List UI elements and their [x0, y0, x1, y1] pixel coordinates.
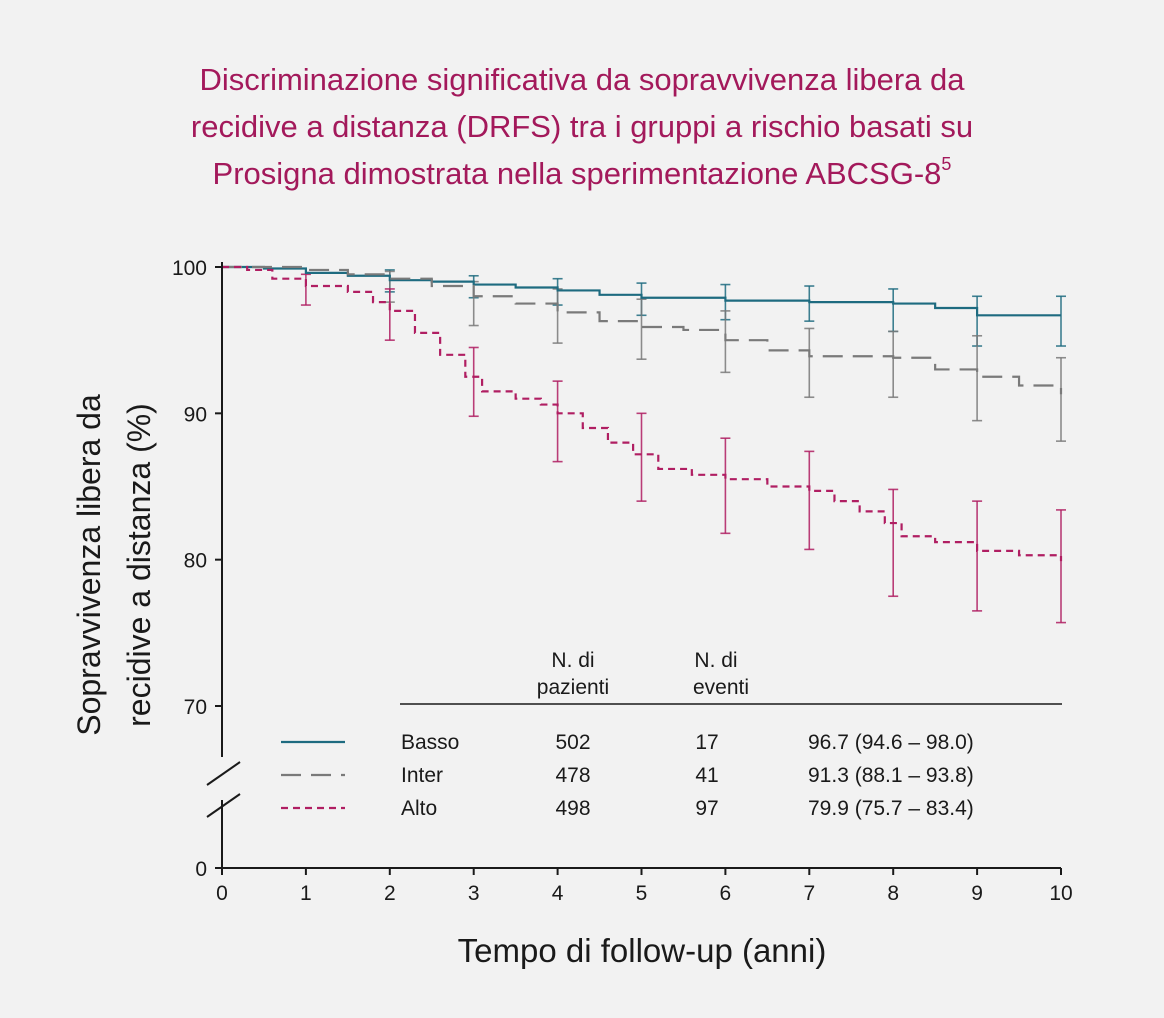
- title-line-2: recidive a distanza (DRFS) tra i gruppi …: [190, 109, 974, 144]
- table-patients-basso: 502: [555, 731, 590, 754]
- table-header-patients-1: N. di: [551, 649, 594, 672]
- table-group-basso: Basso: [401, 731, 459, 754]
- y-axis-label-line-2: recidive a distanza (%): [121, 403, 157, 727]
- x-tick-label-3: 3: [468, 882, 480, 905]
- confidence-intervals: [300, 269, 1066, 624]
- title-line-3: Prosigna dimostrata nella sperimentazion…: [60, 150, 1104, 197]
- table-events-basso: 17: [695, 731, 718, 754]
- table-drfs-alto: 79.9 (75.7 – 83.4): [808, 797, 974, 820]
- y-tick-label-0: 0: [195, 858, 207, 881]
- legend-table: N. di pazienti N. di eventi Basso 502 17 96.7 (…: [281, 649, 1062, 820]
- title-reference: 5: [941, 154, 952, 174]
- table-events-inter: 41: [695, 764, 718, 787]
- table-drfs-basso: 96.7 (94.6 – 98.0): [808, 731, 974, 754]
- axes: 100 90 80 70 00 1 2 3 4 5 6 7 8 9 10: [172, 257, 1073, 905]
- table-patients-inter: 478: [555, 764, 590, 787]
- table-patients-alto: 498: [555, 797, 590, 820]
- x-tick-label-9: 9: [971, 882, 983, 905]
- x-tick-label-10: 10: [1049, 882, 1072, 905]
- x-tick-label-5: 5: [636, 882, 648, 905]
- curve-inter: [222, 265, 1063, 395]
- y-tick-label-80: 80: [184, 550, 207, 573]
- x-tick-label-4: 4: [552, 882, 564, 905]
- y-axis-label: Sopravvivenza libera da recidive a dista…: [64, 305, 164, 825]
- x-tick-label-6: 6: [720, 882, 732, 905]
- curve-alto: [222, 265, 1063, 562]
- x-tick-label-0: 0: [216, 882, 228, 905]
- axis-break-mark-2: [206, 793, 241, 818]
- x-axis-label: Tempo di follow-up (anni): [457, 932, 827, 969]
- survival-curves: [222, 265, 1063, 562]
- chart-title: Discriminazione significativa da sopravv…: [60, 56, 1104, 197]
- y-tick-label-100: 100: [172, 257, 207, 280]
- table-header-events-1: N. di: [694, 649, 737, 672]
- table-group-alto: Alto: [401, 797, 437, 820]
- table-events-alto: 97: [695, 797, 718, 820]
- x-tick-label-1: 1: [300, 882, 312, 905]
- table-group-inter: Inter: [401, 764, 443, 787]
- y-axis-label-line-1: Sopravvivenza libera da: [71, 394, 107, 736]
- table-header-patients-2: pazienti: [537, 676, 609, 699]
- table-header-events-2: eventi: [693, 676, 749, 699]
- x-tick-label-2: 2: [384, 882, 396, 905]
- y-tick-label-70: 70: [184, 696, 207, 719]
- x-tick-label-7: 7: [803, 882, 815, 905]
- table-drfs-inter: 91.3 (88.1 – 93.8): [808, 764, 974, 787]
- x-tick-label-8: 8: [887, 882, 899, 905]
- axis-break-mark-1: [206, 761, 241, 786]
- y-tick-label-90: 90: [184, 403, 207, 426]
- title-line-1: Discriminazione significativa da sopravv…: [199, 62, 965, 97]
- title-line-3-text: Prosigna dimostrata nella sperimentazion…: [212, 156, 942, 191]
